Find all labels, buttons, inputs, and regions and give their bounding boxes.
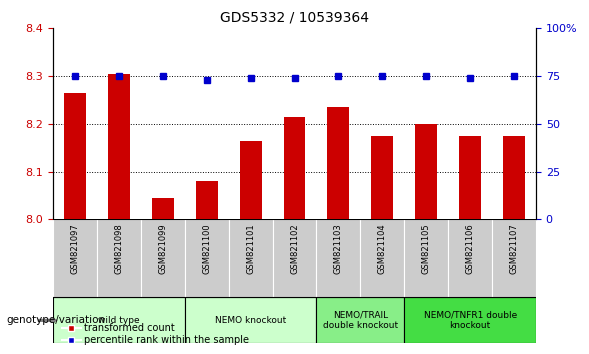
Bar — [141, 219, 185, 297]
Text: wild type: wild type — [98, 316, 140, 325]
Text: genotype/variation: genotype/variation — [6, 315, 105, 325]
Bar — [492, 219, 536, 297]
Text: NEMO knockout: NEMO knockout — [215, 316, 286, 325]
Text: GSM821100: GSM821100 — [202, 223, 211, 274]
Bar — [240, 141, 262, 219]
Text: GSM821097: GSM821097 — [71, 223, 80, 274]
Text: GSM821107: GSM821107 — [509, 223, 518, 274]
Text: GSM821102: GSM821102 — [290, 223, 299, 274]
Text: GSM821105: GSM821105 — [422, 223, 431, 274]
Bar — [97, 219, 141, 297]
Bar — [53, 219, 97, 297]
Bar — [327, 107, 349, 219]
Bar — [152, 198, 174, 219]
Bar — [360, 219, 404, 297]
Bar — [371, 136, 393, 219]
Text: GSM821104: GSM821104 — [378, 223, 387, 274]
Bar — [459, 136, 481, 219]
Legend: transformed count, percentile rank within the sample: transformed count, percentile rank withi… — [58, 319, 253, 349]
Text: NEMO/TNFR1 double
knockout: NEMO/TNFR1 double knockout — [423, 311, 517, 330]
Bar — [185, 219, 229, 297]
Text: GSM821106: GSM821106 — [466, 223, 475, 274]
Bar — [316, 219, 360, 297]
Bar — [53, 297, 185, 343]
Bar — [64, 93, 86, 219]
Bar — [448, 219, 492, 297]
Bar — [108, 74, 130, 219]
Text: GSM821098: GSM821098 — [114, 223, 123, 274]
Bar — [196, 181, 218, 219]
Bar — [503, 136, 525, 219]
Bar — [185, 297, 316, 343]
Title: GDS5332 / 10539364: GDS5332 / 10539364 — [220, 10, 369, 24]
Bar — [404, 219, 448, 297]
Bar — [273, 219, 316, 297]
Bar — [229, 219, 273, 297]
Text: GSM821103: GSM821103 — [334, 223, 343, 274]
Text: GSM821101: GSM821101 — [246, 223, 255, 274]
Bar — [316, 297, 404, 343]
Bar — [283, 117, 306, 219]
Text: GSM821099: GSM821099 — [158, 223, 167, 274]
Text: NEMO/TRAIL
double knockout: NEMO/TRAIL double knockout — [323, 311, 398, 330]
Bar — [415, 124, 437, 219]
Bar — [404, 297, 536, 343]
